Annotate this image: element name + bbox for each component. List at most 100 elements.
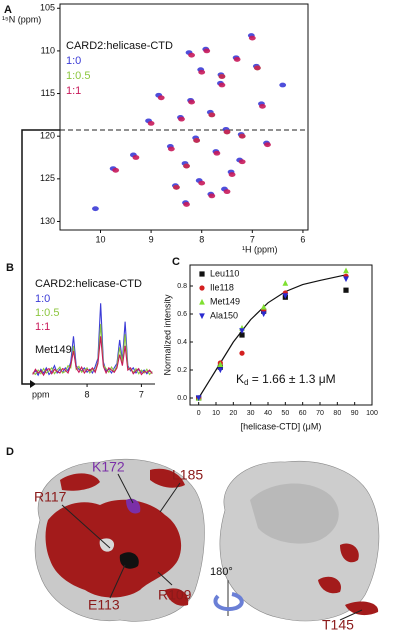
x-tick-label: 10: [212, 410, 220, 417]
marker: [260, 311, 267, 318]
x-tick-label: 8: [199, 234, 204, 244]
leader: [339, 609, 363, 621]
peak: [253, 65, 261, 71]
y-tick-label: 105: [40, 3, 55, 13]
surface-shade: [250, 483, 339, 544]
legend-marker: [199, 313, 205, 320]
x-tick-label: 80: [333, 410, 341, 417]
peak: [147, 120, 155, 126]
legend-entry: 1:0.5: [66, 70, 90, 82]
peak: [132, 155, 140, 160]
marker: [195, 395, 202, 402]
peak: [238, 159, 246, 165]
legend-entry: 1:0: [66, 55, 81, 67]
legend-entry: 1:0.5: [35, 307, 59, 319]
legend-title: CARD2:helicase-CTD: [66, 40, 173, 52]
x-tick-label: 7: [139, 389, 144, 399]
x-tick-label: 6: [300, 234, 305, 244]
peak: [208, 112, 216, 118]
peak: [259, 103, 266, 109]
legend-marker: [199, 271, 205, 277]
legend-title: CARD2:helicase-CTD: [35, 278, 142, 290]
legend-marker: [199, 285, 205, 291]
legend-entry: Ile118: [210, 282, 234, 292]
marker: [343, 267, 349, 274]
marker: [217, 361, 224, 367]
peak: [248, 35, 256, 41]
peak: [264, 142, 271, 148]
annotation-part: = 1.66 ± 1.3 μM: [248, 372, 335, 386]
patch: [340, 543, 359, 563]
interface-patch: [45, 499, 182, 598]
x-tick-label: 40: [264, 410, 272, 417]
marker: [343, 287, 349, 293]
x-tick-label: 7: [250, 234, 255, 244]
panel-label: A: [4, 4, 12, 16]
peak: [198, 69, 206, 75]
marker: [239, 328, 245, 334]
residue-label: R117: [34, 489, 67, 505]
y-axis-label: ¹⁵N (ppm): [2, 14, 41, 24]
peak: [213, 150, 221, 156]
x-tick-label: 10: [95, 234, 105, 244]
peak: [279, 82, 287, 88]
x-tick-label: 9: [149, 234, 154, 244]
y-tick-label: 0.4: [177, 339, 187, 346]
residue-label: T145: [322, 617, 354, 633]
x-tick-label: 30: [247, 410, 255, 417]
marker: [343, 276, 349, 283]
y-tick-label: 130: [40, 216, 55, 226]
peak: [238, 133, 246, 139]
leader: [157, 571, 173, 586]
peak: [203, 48, 211, 54]
panel-label: D: [6, 446, 14, 458]
peak: [223, 129, 231, 135]
y-tick-label: 115: [41, 88, 55, 98]
y-tick-label: 0.0: [177, 395, 187, 402]
marker: [260, 303, 267, 310]
marker: [217, 367, 224, 374]
y-tick-label: 0.2: [177, 367, 187, 374]
legend-entry: 1:1: [66, 85, 81, 97]
x-axis-label: ppm: [32, 389, 50, 399]
peak: [198, 180, 206, 186]
k172-patch: [126, 498, 141, 514]
peak: [183, 202, 190, 207]
peak: [188, 52, 195, 58]
x-tick-label: 20: [229, 410, 237, 417]
leader: [109, 564, 126, 599]
y-axis-label: Normalized intensity: [162, 294, 172, 376]
y-tick-label: 120: [40, 131, 55, 141]
rotation-icon: [213, 580, 244, 616]
x-tick-label: 0: [197, 410, 201, 417]
residue-label: R109: [158, 587, 192, 603]
patch: [150, 468, 185, 488]
marker: [217, 364, 223, 370]
peak: [208, 193, 216, 199]
peak: [183, 163, 190, 169]
x-tick-label: 100: [366, 410, 378, 417]
peak: [167, 146, 175, 152]
e113-patch: [119, 552, 139, 569]
leader: [61, 504, 111, 549]
trace: [32, 336, 153, 377]
annotation: Met149: [35, 344, 72, 356]
patch: [345, 601, 379, 616]
legend-entry: Leu110: [210, 268, 239, 278]
leader: [159, 482, 181, 513]
plot-frame: [189, 264, 373, 406]
marker: [239, 350, 245, 356]
marker: [239, 332, 245, 338]
legend-marker: [199, 298, 205, 305]
legend-entry: 1:0: [35, 293, 50, 305]
fit-curve: [198, 274, 347, 399]
peak: [157, 95, 165, 101]
x-tick-label: 8: [85, 389, 90, 399]
x-tick-label: 60: [299, 410, 307, 417]
peak: [173, 184, 180, 190]
x-tick-label: 50: [281, 410, 289, 417]
rotation-arrow: [213, 592, 244, 611]
residue-label: E113: [88, 597, 120, 613]
x-axis-label: [helicase-CTD] (μM): [241, 421, 322, 431]
